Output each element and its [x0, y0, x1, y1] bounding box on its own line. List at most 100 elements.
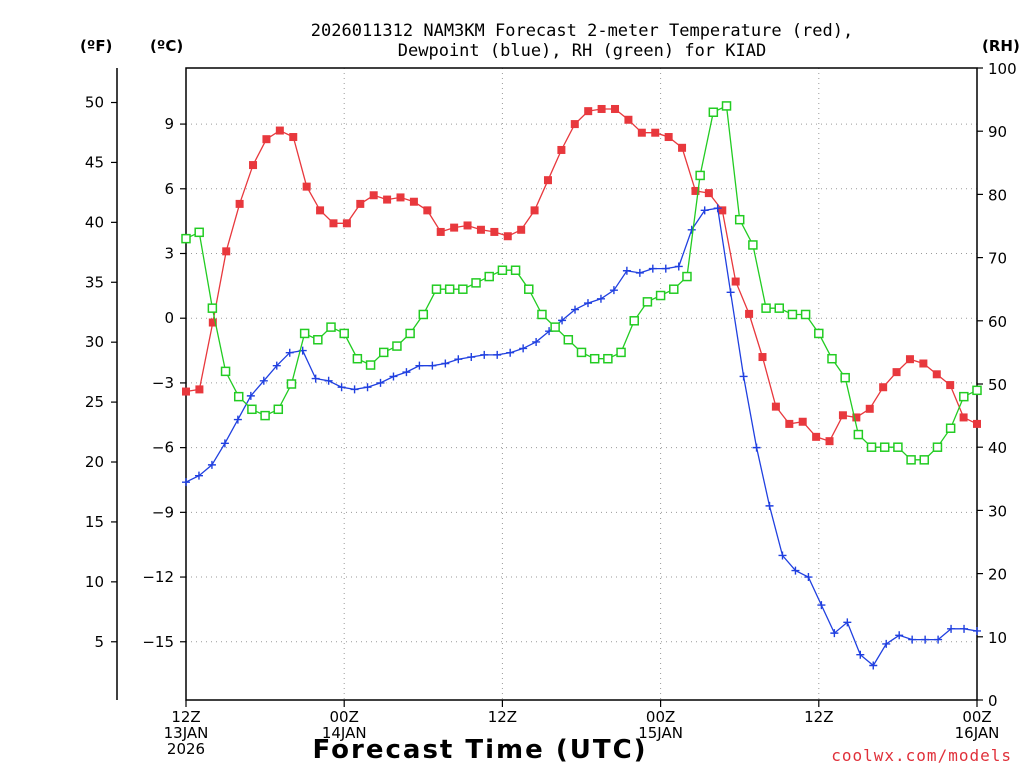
dewpoint-point	[493, 350, 502, 359]
celsius-tick-label: 9	[164, 115, 174, 133]
rh-point	[748, 240, 758, 250]
temperature-point	[892, 368, 901, 377]
temperature-point	[369, 191, 378, 200]
celsius-tick-label: −6	[152, 439, 174, 457]
fahrenheit-tick-label: 20	[85, 453, 104, 471]
temperature-point	[503, 232, 512, 241]
rh-point	[603, 353, 613, 364]
dewpoint-point	[376, 378, 385, 387]
dewpoint-point	[571, 305, 580, 314]
credit-text: coolwx.com/models	[831, 746, 1012, 765]
temperature-point	[879, 383, 888, 392]
rh-point	[352, 353, 363, 364]
gridlines	[186, 68, 977, 700]
rh-point	[392, 341, 402, 351]
temperature-point	[249, 161, 258, 170]
dewpoint-point	[246, 391, 255, 400]
fahrenheit-tick-label: 30	[85, 333, 104, 351]
rh-point	[721, 101, 732, 111]
dewpoint-point	[869, 661, 878, 670]
temperature-point	[182, 387, 190, 396]
rh-point	[932, 442, 943, 452]
rh-point	[669, 284, 679, 294]
rh-point	[431, 284, 442, 294]
temperature-point	[262, 135, 271, 144]
fahrenheit-tick-label: 5	[94, 633, 104, 651]
temperature-point	[316, 206, 325, 215]
temperature-point	[517, 225, 526, 234]
temperature-point	[342, 219, 351, 228]
dewpoint-point	[583, 299, 592, 308]
rh-point	[761, 303, 771, 313]
celsius-tick-label: −3	[152, 374, 174, 392]
data-series	[181, 101, 982, 670]
rh-point	[906, 455, 916, 465]
rh-point	[405, 328, 415, 339]
dewpoint-point	[259, 376, 268, 385]
rh-point	[853, 429, 864, 440]
x-tick-label: 12Z	[804, 708, 833, 726]
rh-point	[695, 170, 705, 181]
temperature-point	[838, 411, 847, 420]
rh-point	[313, 335, 323, 345]
temperature-point	[584, 107, 593, 116]
dewpoint-point	[635, 268, 644, 277]
rh-point	[616, 347, 626, 358]
rh-point	[563, 335, 574, 345]
fahrenheit-tick-label: 40	[85, 213, 104, 231]
dewpoint-point	[609, 286, 618, 295]
dewpoint-point	[908, 635, 917, 644]
dewpoint-point	[817, 601, 826, 610]
dewpoint-point	[765, 501, 774, 510]
x-axis-title: Forecast Time (UTC)	[312, 735, 647, 765]
rh-point	[471, 278, 481, 288]
rh-point	[827, 353, 837, 364]
temperature-point	[865, 404, 874, 413]
temperature-point	[624, 115, 633, 124]
temperature-point	[490, 227, 499, 236]
fahrenheit-tick-label: 50	[85, 94, 104, 112]
rh-point	[959, 391, 969, 402]
dewpoint-point	[389, 372, 398, 381]
rh-point	[655, 290, 666, 301]
rh-point	[207, 303, 218, 313]
dewpoint-point	[895, 631, 904, 640]
temperature-point	[450, 223, 459, 232]
rh-point	[418, 309, 429, 320]
temperature-point	[423, 206, 432, 215]
dewpoint-point	[194, 471, 203, 480]
dewpoint-point	[726, 288, 735, 297]
rh-point	[524, 284, 534, 294]
temperature-point	[704, 189, 713, 198]
temperature-point	[664, 133, 673, 142]
dewpoint-point	[220, 439, 229, 448]
temperature-point	[222, 247, 231, 256]
temperature-point	[691, 186, 700, 195]
rh-tick-label: 30	[988, 502, 1007, 520]
rh-point	[510, 265, 521, 275]
dewpoint-point	[182, 478, 190, 487]
dewpoint-point	[674, 262, 683, 271]
rh-point	[194, 227, 204, 238]
rh-point	[273, 404, 284, 415]
rh-point	[774, 303, 784, 313]
x-tick-label: 12Z	[171, 708, 200, 726]
rh-point	[682, 271, 692, 282]
dewpoint-point	[233, 415, 242, 424]
fahrenheit-unit-label: (ºF)	[80, 37, 112, 55]
x-tick-label: 14JAN	[322, 724, 367, 742]
dewpoint-point	[921, 635, 930, 644]
dewpoint-point	[739, 372, 748, 381]
rh-tick-label: 80	[988, 186, 1007, 204]
celsius-tick-label: 0	[164, 309, 174, 327]
temperature-point	[959, 413, 968, 422]
rh-point	[708, 107, 719, 117]
rh-point	[379, 347, 389, 358]
x-tick-label: 16JAN	[955, 724, 1000, 742]
dewpoint-point	[311, 374, 320, 383]
temperature-point	[436, 227, 445, 236]
rh-point	[181, 233, 191, 244]
dewpoint-point	[428, 361, 437, 370]
celsius-tick-label: −9	[152, 503, 174, 521]
